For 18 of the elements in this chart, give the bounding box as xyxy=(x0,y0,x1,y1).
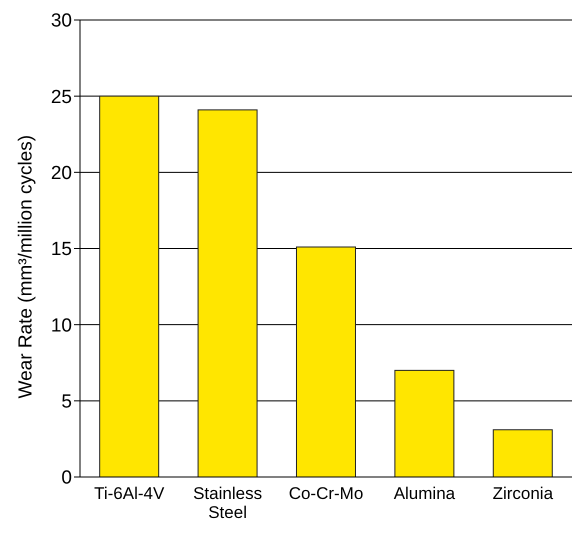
bar xyxy=(296,246,356,477)
y-tick-label: 20 xyxy=(50,163,72,184)
y-tick-label: 0 xyxy=(61,468,72,489)
bar xyxy=(394,370,454,477)
y-tick-label: 5 xyxy=(61,392,72,413)
y-axis-title: Wear Rate (mm³/million cycles) xyxy=(16,134,37,398)
bar xyxy=(198,109,258,477)
y-tick-label: 25 xyxy=(50,86,72,108)
y-tick-label: 15 xyxy=(50,239,72,260)
y-tick-label: 30 xyxy=(50,10,72,32)
x-tick-label: Zirconia xyxy=(492,484,554,503)
x-tick-label: Stainless Steel xyxy=(193,484,262,522)
bar xyxy=(492,429,553,477)
bar xyxy=(99,96,160,477)
y-tick-label: 10 xyxy=(50,315,72,336)
x-tick-label: Co-Cr-Mo xyxy=(288,484,364,503)
x-tick-label: Ti-6Al-4V xyxy=(94,484,165,503)
x-tick-label: Alumina xyxy=(394,484,456,503)
